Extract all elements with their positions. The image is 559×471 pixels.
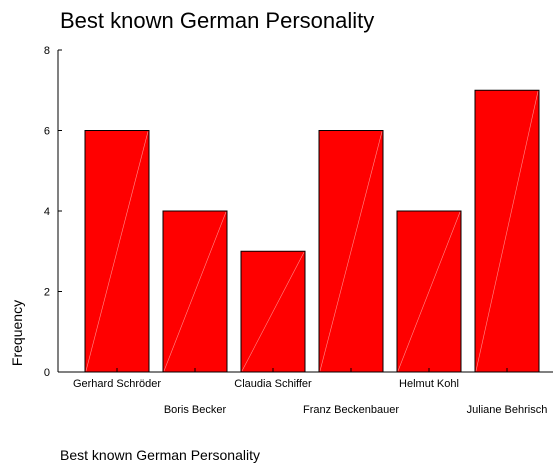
x-tick-label: Boris Becker <box>164 404 227 416</box>
x-tick-label: Claudia Schiffer <box>234 378 312 390</box>
x-tick-label: Helmut Kohl <box>399 378 459 390</box>
y-tick-label: 8 <box>44 45 50 57</box>
y-tick-label: 4 <box>44 206 50 218</box>
y-tick-label: 0 <box>44 367 50 379</box>
plot-area: 0 2 4 6 8 Gerhard Schröder Boris Becker Claudia… <box>44 45 553 416</box>
x-axis-label: Best known German Personality <box>60 447 260 463</box>
y-axis-label: Frequency <box>9 300 25 366</box>
x-tick-label: Gerhard Schröder <box>73 378 161 390</box>
y-tick-label: 6 <box>44 126 50 138</box>
x-tick-label: Juliane Behrisch <box>467 404 548 416</box>
y-tick-label: 2 <box>44 287 50 299</box>
chart-title: Best known German Personality <box>60 8 374 33</box>
x-tick-label: Franz Beckenbauer <box>303 404 399 416</box>
